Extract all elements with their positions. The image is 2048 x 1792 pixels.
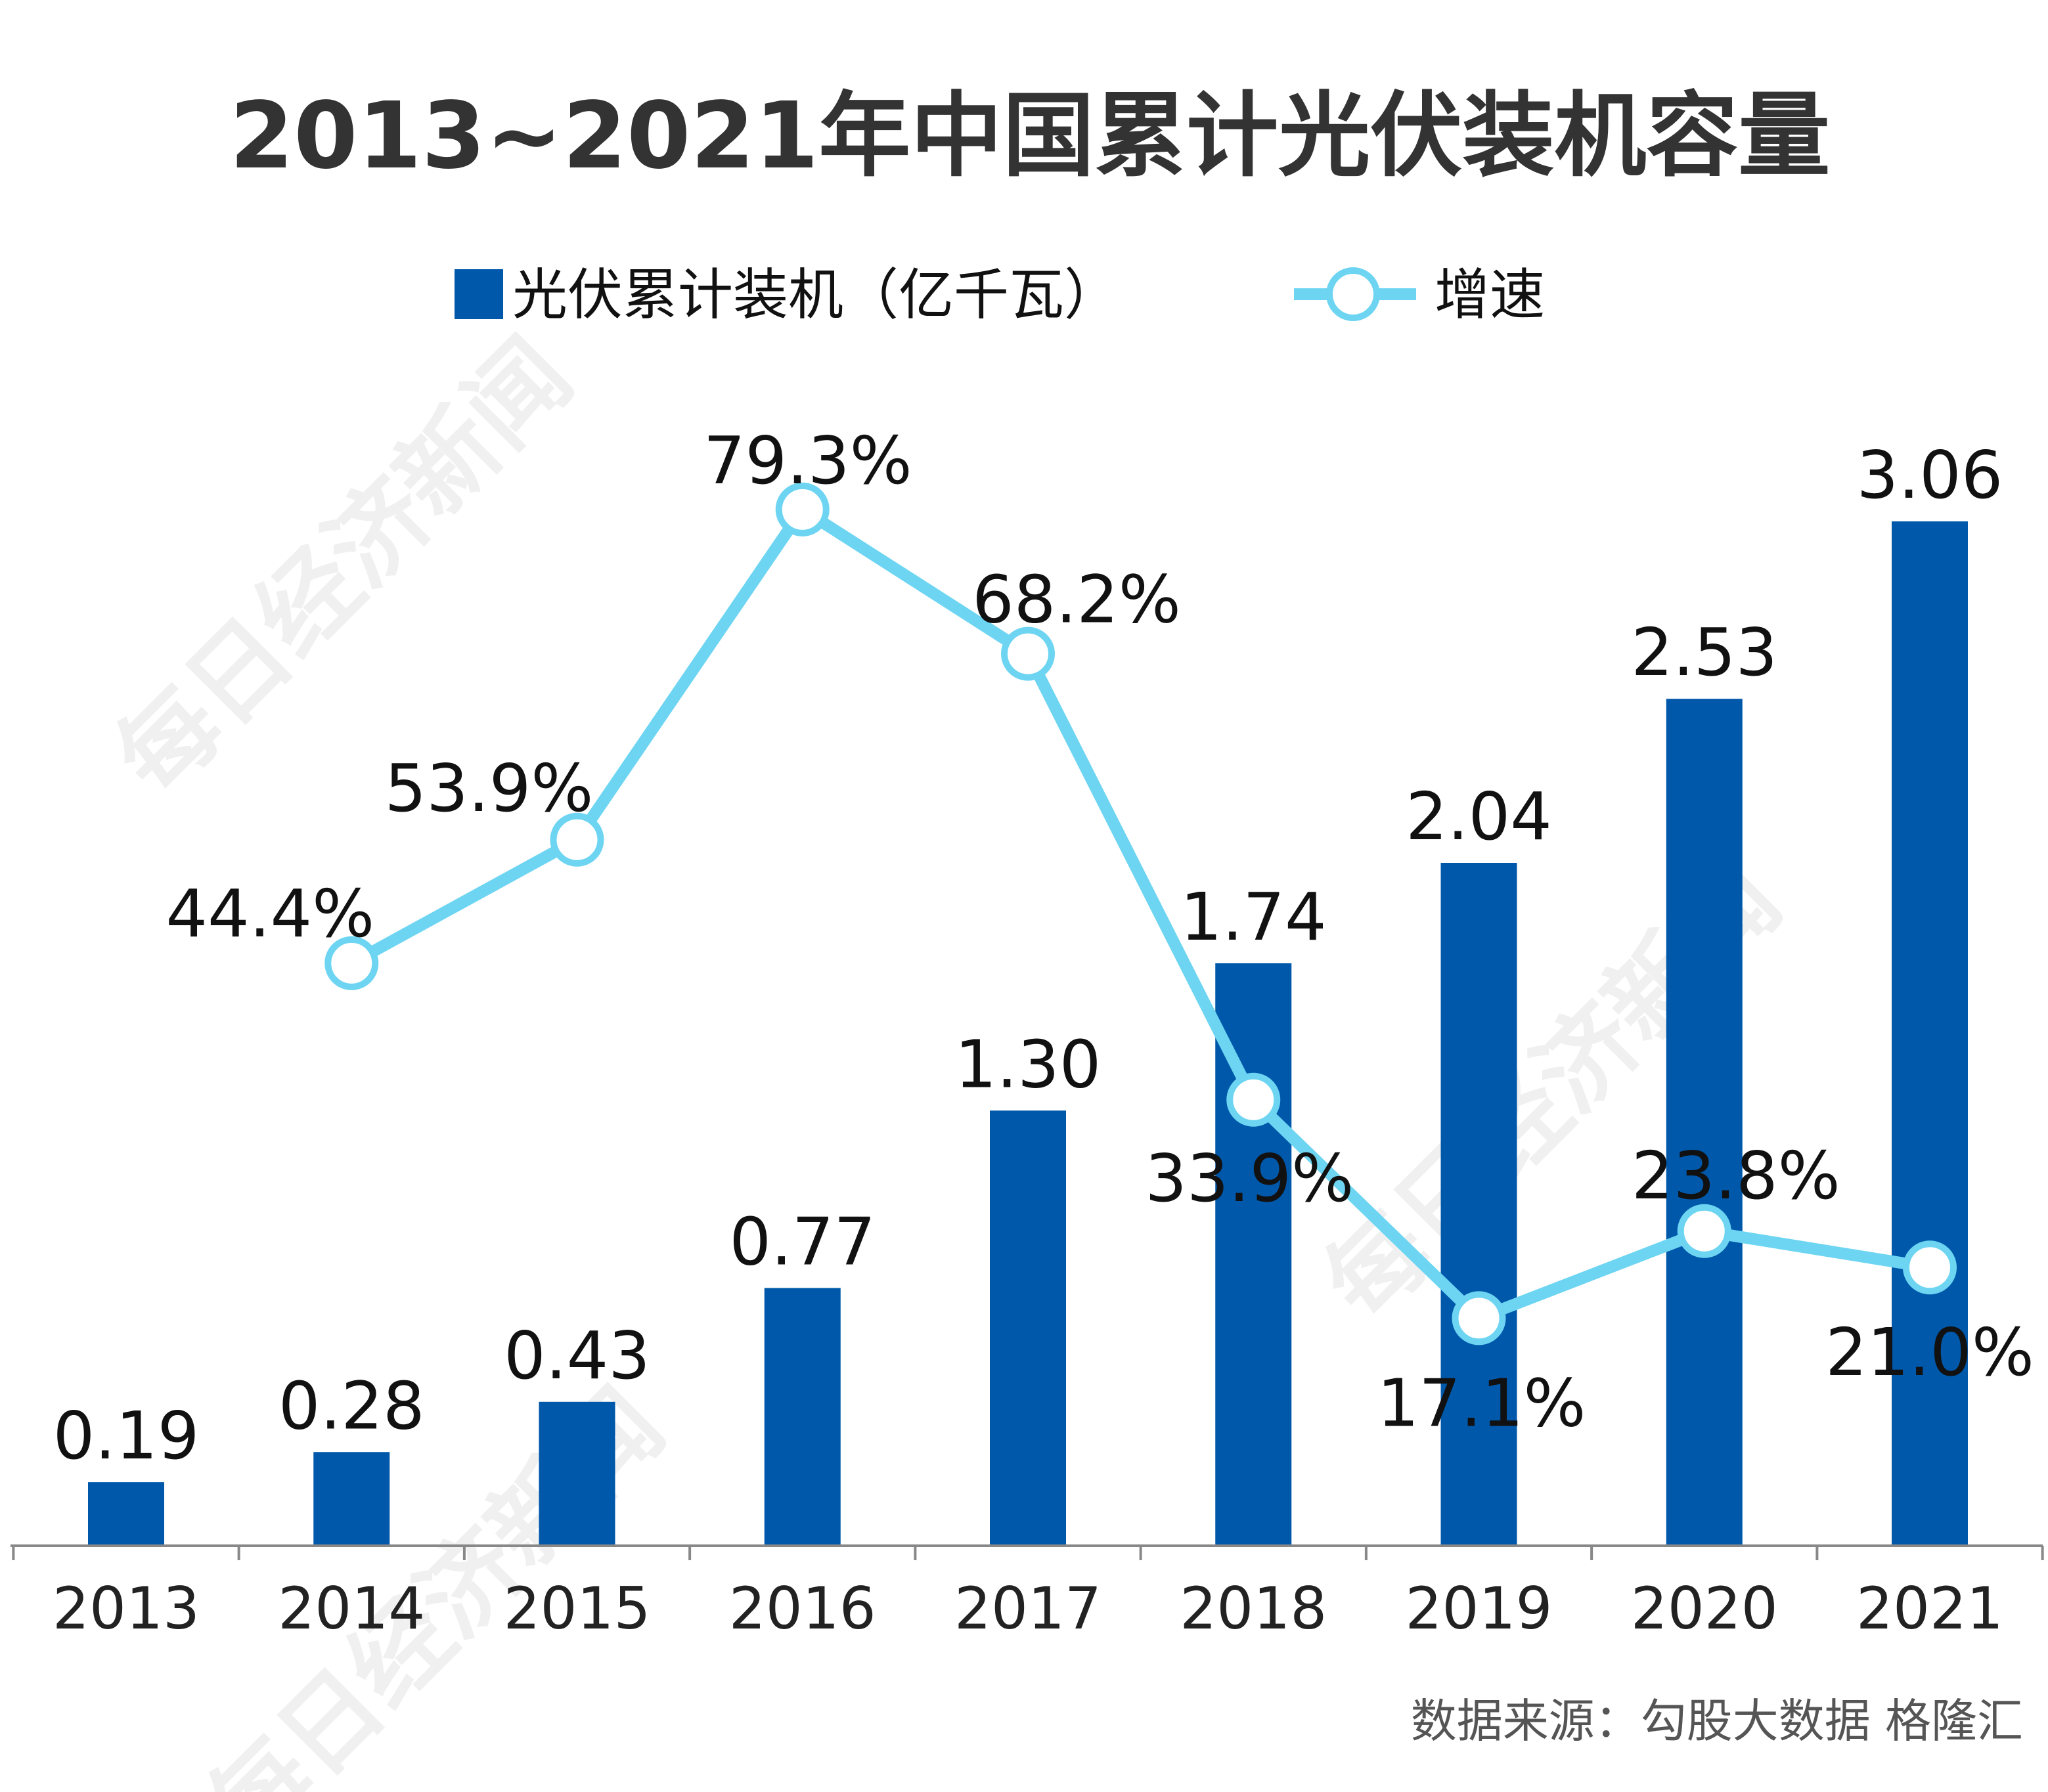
x-tick-label: 2015 [504,1575,651,1642]
growth-line [324,482,1957,1345]
x-tick-label: 2019 [1406,1575,1553,1642]
x-tick-label: 2013 [53,1575,200,1642]
legend-bar-label: 光伏累计装机（亿千瓦） [512,263,1119,327]
growth-value-label: 23.8% [1632,1137,1840,1214]
growth-value-label: 44.4% [166,875,374,952]
chart-title: 2013~2021年中国累计光伏装机容量 [230,83,1831,190]
growth-point-2018 [1226,1072,1281,1127]
watermark-text: 每日经济新闻 [95,318,593,816]
bar-2015 [539,1401,615,1546]
bar-value-label: 0.19 [53,1397,200,1474]
x-tick-label: 2014 [278,1575,425,1642]
bar-2021 [1892,521,1968,1546]
source-note: 数据来源：勾股大数据 格隆汇 [1411,1694,2023,1748]
data-labels: 0.19 0.28 0.43 0.77 1.30 1.74 2.04 2.53 3.06 44.4… [53,422,2034,1474]
growth-value-label: 21.0% [1825,1314,2034,1391]
bar-value-label: 2.04 [1406,778,1552,855]
bar-2013 [88,1482,164,1546]
legend-line-label: 增速 [1435,263,1545,327]
bar-2020 [1666,699,1743,1546]
x-tick-label: 2021 [1856,1575,2003,1642]
bar-value-label: 3.06 [1857,437,2003,514]
legend-bar-swatch [455,269,503,319]
growth-point-2017 [1001,626,1055,681]
growth-point-2015 [550,812,604,867]
legend-line-marker [1326,267,1380,321]
bar-value-label: 1.74 [1180,879,1327,955]
bar-value-label: 0.28 [278,1367,425,1444]
growth-value-label: 53.9% [385,750,594,827]
x-tick-label: 2018 [1180,1575,1327,1642]
growth-point-2019 [1452,1291,1506,1345]
bar-value-label: 1.30 [955,1026,1102,1103]
x-tick-label: 2017 [954,1575,1102,1642]
bar-2019 [1440,863,1517,1546]
bar-value-label: 2.53 [1631,614,1777,691]
bar-value-label: 0.77 [729,1203,876,1280]
growth-point-2014 [324,936,379,990]
bar-2017 [990,1110,1066,1546]
bar-2014 [313,1452,390,1546]
bar-value-label: 0.43 [504,1317,650,1394]
legend: 光伏累计装机（亿千瓦） 增速 [455,263,1545,327]
x-axis: 2013 2014 2015 2016 2017 2018 2019 2020 2021 [11,1544,2044,1642]
growth-value-label: 68.2% [972,561,1181,638]
growth-point-2020 [1677,1204,1731,1258]
x-tick-label: 2016 [729,1575,876,1642]
bars [88,521,1968,1546]
growth-point-2021 [1903,1240,1957,1295]
growth-line-path [348,503,1931,1324]
growth-point-2016 [775,482,830,536]
growth-value-label: 17.1% [1377,1365,1586,1441]
x-tick-label: 2020 [1631,1575,1778,1642]
bar-2016 [764,1288,841,1546]
growth-value-label: 79.3% [703,422,912,499]
growth-value-label: 33.9% [1145,1140,1354,1217]
